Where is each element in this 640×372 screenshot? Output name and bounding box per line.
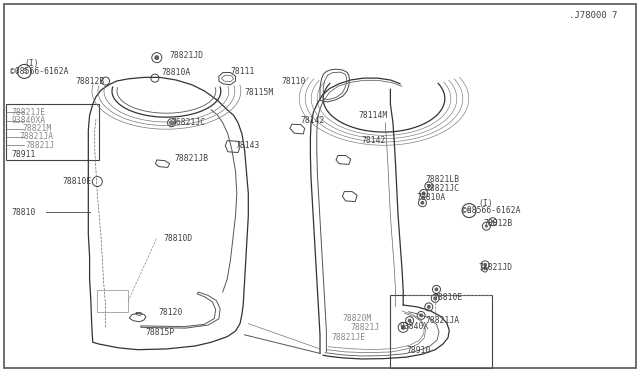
Text: (I): (I) [24,60,39,68]
Circle shape [492,220,494,223]
Text: 78821JE: 78821JE [332,333,365,341]
Text: 78114M: 78114M [358,111,388,120]
Text: 78810E: 78810E [63,177,92,186]
Text: 78821M: 78821M [22,124,52,133]
Circle shape [435,288,438,291]
Text: 78810D: 78810D [163,234,193,243]
Text: ©08566-6162A: ©08566-6162A [462,206,520,215]
Text: 78810: 78810 [12,208,36,217]
Text: 78821JB: 78821JB [174,154,208,163]
Text: 78821J: 78821J [351,323,380,332]
Circle shape [155,56,159,60]
Text: (I): (I) [479,199,493,208]
Text: 78821JA: 78821JA [426,316,460,325]
Text: 78910: 78910 [406,346,431,355]
Circle shape [485,225,488,228]
Circle shape [422,192,426,195]
Text: 78911: 78911 [12,150,36,159]
Text: 78120: 78120 [159,308,183,317]
Text: 78142: 78142 [301,116,325,125]
Text: 78111: 78111 [230,67,255,76]
Text: 78821LB: 78821LB [426,175,460,184]
Text: 78821JD: 78821JD [170,51,204,60]
Text: 93840XA: 93840XA [12,116,45,125]
Text: S: S [467,208,471,214]
Text: 78810A: 78810A [416,193,445,202]
Text: 78821JA: 78821JA [19,132,53,141]
Text: 78810E: 78810E [434,293,463,302]
Circle shape [484,263,486,266]
Text: 78110: 78110 [282,77,306,86]
Text: 78815P: 78815P [146,328,175,337]
Circle shape [420,314,423,317]
Bar [390,295,492,368]
Text: 78820M: 78820M [342,314,372,323]
Circle shape [428,305,431,308]
Text: 78115M: 78115M [244,88,274,97]
Circle shape [428,185,431,187]
Text: 78142: 78142 [362,136,386,145]
Circle shape [408,319,412,322]
Text: 78810A: 78810A [161,68,191,77]
Text: 78143: 78143 [236,141,260,150]
Circle shape [401,326,405,329]
Text: 93840X: 93840X [399,322,429,331]
Text: 78812B: 78812B [76,77,105,86]
Text: S: S [22,68,26,74]
Text: 78821JE: 78821JE [12,108,45,117]
Text: 78812B: 78812B [483,219,513,228]
Text: .J78000 7: .J78000 7 [569,11,618,20]
Circle shape [434,297,437,300]
Text: 78821JC: 78821JC [426,184,460,193]
Circle shape [170,121,173,125]
Text: ©08566-6162A: ©08566-6162A [10,67,68,76]
Text: 78821J: 78821J [26,141,55,150]
Text: 78821JD: 78821JD [479,263,513,272]
Bar [6,104,99,160]
Circle shape [421,201,424,204]
Text: 76821JC: 76821JC [172,118,205,126]
